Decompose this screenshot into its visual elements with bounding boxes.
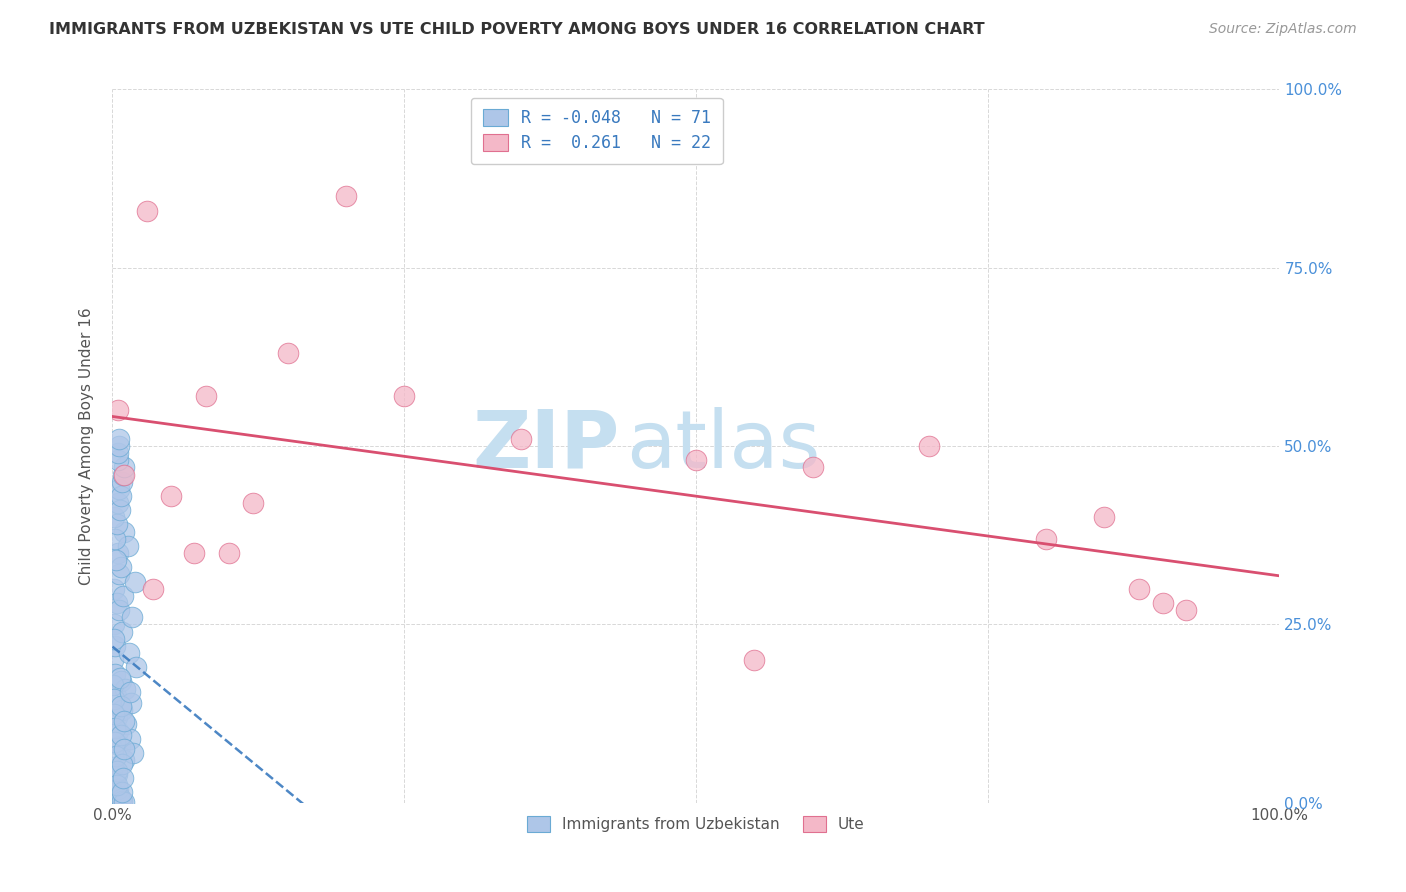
Point bbox=[183, 546, 205, 560]
Point bbox=[118, 646, 141, 660]
Point bbox=[104, 553, 127, 567]
Point bbox=[242, 496, 264, 510]
Point bbox=[103, 692, 125, 706]
Point bbox=[104, 735, 127, 749]
Point bbox=[104, 689, 127, 703]
Point bbox=[121, 610, 143, 624]
Point bbox=[107, 546, 129, 560]
Point bbox=[103, 706, 125, 721]
Point bbox=[104, 639, 127, 653]
Point bbox=[104, 721, 127, 735]
Point bbox=[108, 503, 131, 517]
Point bbox=[111, 589, 134, 603]
Point bbox=[111, 703, 134, 717]
Point bbox=[194, 389, 217, 403]
Point bbox=[108, 439, 131, 453]
Point bbox=[1094, 510, 1116, 524]
Point bbox=[111, 756, 134, 771]
Point bbox=[104, 532, 127, 546]
Point bbox=[1128, 582, 1150, 596]
Point bbox=[103, 510, 125, 524]
Point bbox=[110, 489, 132, 503]
Point bbox=[103, 617, 125, 632]
Point bbox=[108, 739, 131, 753]
Text: ZIP: ZIP bbox=[472, 407, 620, 485]
Text: atlas: atlas bbox=[626, 407, 820, 485]
Point bbox=[744, 653, 766, 667]
Point bbox=[104, 667, 127, 681]
Point bbox=[114, 681, 136, 696]
Point bbox=[110, 728, 132, 742]
Point bbox=[276, 346, 298, 360]
Point bbox=[394, 389, 416, 403]
Point bbox=[142, 582, 165, 596]
Point bbox=[103, 632, 125, 646]
Text: Source: ZipAtlas.com: Source: ZipAtlas.com bbox=[1209, 22, 1357, 37]
Point bbox=[104, 774, 127, 789]
Point bbox=[108, 603, 131, 617]
Point bbox=[112, 714, 135, 728]
Point bbox=[108, 671, 131, 685]
Point bbox=[136, 203, 159, 218]
Point bbox=[107, 403, 129, 417]
Text: IMMIGRANTS FROM UZBEKISTAN VS UTE CHILD POVERTY AMONG BOYS UNDER 16 CORRELATION : IMMIGRANTS FROM UZBEKISTAN VS UTE CHILD … bbox=[49, 22, 984, 37]
Point bbox=[1152, 596, 1174, 610]
Point bbox=[111, 475, 134, 489]
Point bbox=[112, 460, 135, 475]
Point bbox=[105, 767, 128, 781]
Point bbox=[1035, 532, 1057, 546]
Point bbox=[110, 699, 132, 714]
Point bbox=[108, 432, 131, 446]
Point bbox=[112, 795, 135, 809]
Point bbox=[111, 467, 134, 482]
Point bbox=[105, 710, 128, 724]
Point bbox=[112, 467, 135, 482]
Point bbox=[107, 496, 129, 510]
Point bbox=[110, 560, 132, 574]
Point bbox=[107, 781, 129, 796]
Point bbox=[101, 760, 124, 774]
Point bbox=[112, 524, 135, 539]
Point bbox=[105, 517, 128, 532]
Point bbox=[509, 432, 531, 446]
Point bbox=[105, 778, 128, 792]
Point bbox=[107, 446, 129, 460]
Point bbox=[218, 546, 240, 560]
Point bbox=[160, 489, 183, 503]
Point bbox=[120, 696, 142, 710]
Point bbox=[124, 574, 146, 589]
Point bbox=[104, 749, 127, 764]
Point bbox=[117, 539, 139, 553]
Point bbox=[115, 717, 138, 731]
Point bbox=[108, 567, 131, 582]
Point bbox=[105, 764, 128, 778]
Point bbox=[110, 674, 132, 689]
Y-axis label: Child Poverty Among Boys Under 16: Child Poverty Among Boys Under 16 bbox=[79, 307, 94, 585]
Point bbox=[103, 582, 125, 596]
Point bbox=[108, 482, 131, 496]
Point bbox=[1175, 603, 1198, 617]
Point bbox=[112, 742, 135, 756]
Point bbox=[122, 746, 145, 760]
Point bbox=[111, 771, 134, 785]
Point bbox=[112, 753, 135, 767]
Point bbox=[101, 653, 124, 667]
Point bbox=[685, 453, 707, 467]
Point bbox=[101, 678, 124, 692]
Point bbox=[111, 794, 134, 808]
Point bbox=[118, 731, 141, 746]
Point bbox=[107, 453, 129, 467]
Point bbox=[118, 685, 141, 699]
Point bbox=[105, 596, 128, 610]
Point bbox=[110, 792, 132, 806]
Point bbox=[125, 660, 148, 674]
Point bbox=[335, 189, 357, 203]
Point bbox=[107, 724, 129, 739]
Point bbox=[111, 624, 134, 639]
Legend: Immigrants from Uzbekistan, Ute: Immigrants from Uzbekistan, Ute bbox=[522, 810, 870, 838]
Point bbox=[801, 460, 824, 475]
Point bbox=[918, 439, 941, 453]
Point bbox=[108, 789, 131, 803]
Point bbox=[111, 785, 134, 799]
